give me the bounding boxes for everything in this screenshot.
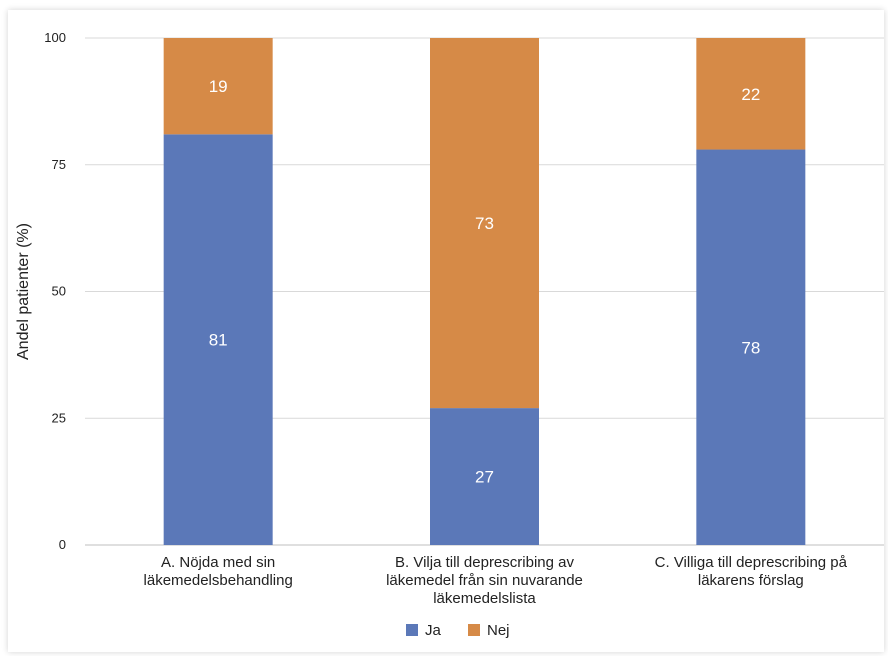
legend-label-ja: Ja <box>425 622 442 639</box>
data-label: 22 <box>741 85 760 104</box>
data-label: 81 <box>209 331 228 350</box>
x-tick-label: A. Nöjda med sin <box>161 554 275 571</box>
x-tick-label: C. Villiga till deprescribing på <box>655 554 848 571</box>
x-tick-label: läkemedel från sin nuvarande <box>386 572 583 589</box>
bar-ja <box>696 149 806 546</box>
y-tick-label: 0 <box>59 537 66 552</box>
data-label: 73 <box>475 214 494 233</box>
y-tick-label: 100 <box>44 30 66 45</box>
y-axis-label: Andel patienter (%) <box>15 223 32 360</box>
bar-nej <box>163 38 273 135</box>
bar-nej <box>430 38 539 409</box>
y-tick-label: 25 <box>52 410 66 425</box>
legend-label-nej: Nej <box>487 622 510 639</box>
data-label: 19 <box>209 77 228 96</box>
stacked-bar-chart: 0 25 50 75 100 Andel patienter (%) 81 19 A. Nöjd… <box>15 30 884 639</box>
x-tick-label: läkemedelsbehandling <box>144 572 293 589</box>
x-tick-label: B. Vilja till deprescribing av <box>395 554 574 571</box>
bar-ja <box>430 408 539 545</box>
y-tick-label: 75 <box>52 157 66 172</box>
x-tick-label: läkarens förslag <box>698 572 804 589</box>
chart-container: 0 25 50 75 100 Andel patienter (%) 81 19 A. Nöjd… <box>8 10 884 652</box>
bar-ja <box>163 134 273 545</box>
data-label: 78 <box>741 338 760 357</box>
bar-nej <box>696 38 806 150</box>
legend-swatch-ja <box>406 624 418 636</box>
y-tick-label: 50 <box>52 284 66 299</box>
data-label: 27 <box>475 468 494 487</box>
x-tick-label: läkemedelslista <box>433 590 536 607</box>
legend-swatch-nej <box>468 624 480 636</box>
